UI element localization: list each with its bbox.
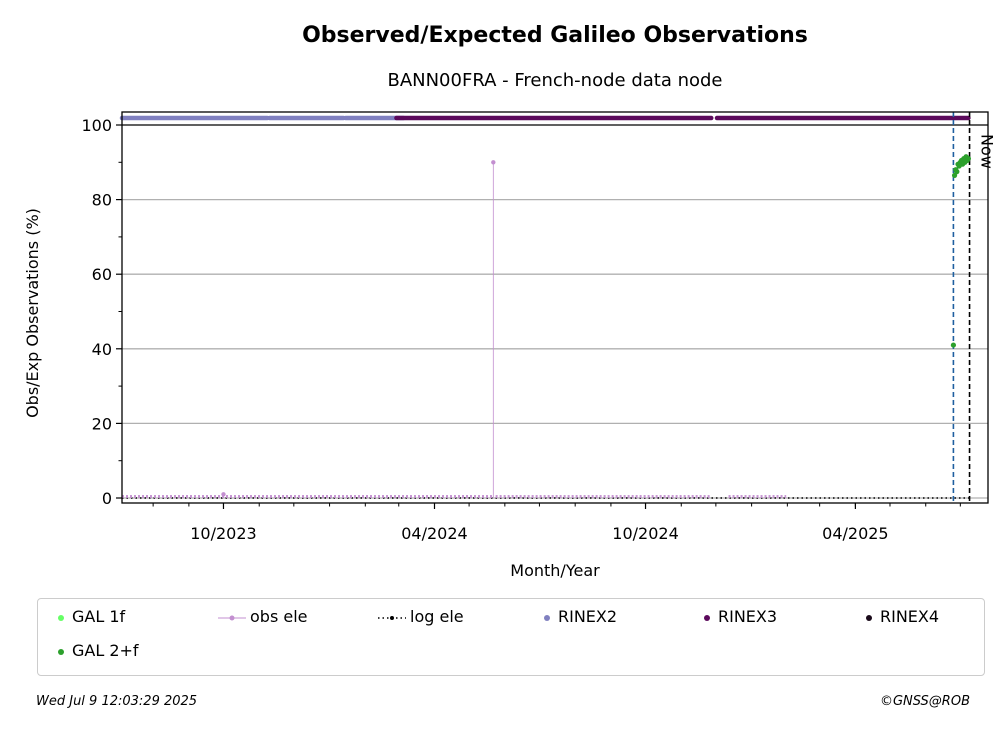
y-tick-label: 100 — [81, 116, 112, 135]
x-tick-label: 04/2025 — [822, 524, 888, 543]
legend-swatch — [218, 607, 246, 626]
y-tick-label: 20 — [92, 414, 112, 433]
legend-item-rinex4: RINEX4 — [862, 607, 939, 626]
legend-swatch — [54, 607, 68, 626]
y-axis-label: Obs/Exp Observations (%) — [23, 208, 42, 418]
legend: GAL 1f obs ele log ele RINEX2 RINEX3 RINEX4 GA… — [37, 598, 985, 676]
legend-label: log ele — [410, 607, 464, 626]
legend-label: GAL 1f — [72, 607, 126, 626]
legend-item-gal-2-f: GAL 2+f — [54, 641, 139, 660]
legend-label: RINEX3 — [718, 607, 778, 626]
chart-canvas: Observed/Expected Galileo Observations B… — [23, 23, 997, 580]
obs-ele-point — [491, 160, 496, 165]
chart-title: Observed/Expected Galileo Observations — [302, 23, 808, 48]
legend-item-obs-ele: obs ele — [218, 607, 308, 626]
footer-timestamp: Wed Jul 9 12:03:29 2025 — [36, 694, 198, 709]
gal-2f-point — [951, 172, 958, 178]
gal-2f-point — [954, 169, 960, 175]
legend-swatch — [378, 607, 406, 626]
chart-subtitle: BANN00FRA - French-node data node — [387, 70, 722, 91]
legend-label: RINEX4 — [880, 607, 940, 626]
footer-credit: ©GNSS@ROB — [879, 694, 970, 709]
now-label: Now — [978, 134, 997, 169]
x-axis-label: Month/Year — [510, 561, 600, 580]
legend-item-log-ele: log ele — [378, 607, 464, 626]
legend-item-rinex2: RINEX2 — [540, 607, 617, 626]
x-tick-label: 10/2023 — [190, 524, 256, 543]
legend-swatch — [540, 607, 554, 626]
legend-item-gal-1f: GAL 1f — [54, 607, 125, 626]
legend-swatch — [54, 641, 68, 660]
gal-2f-point — [950, 342, 957, 348]
y-tick-label: 60 — [92, 265, 112, 284]
obs-ele-point — [221, 492, 226, 497]
plot-frame — [121, 111, 989, 504]
legend-swatch — [862, 607, 876, 626]
x-tick-label: 04/2024 — [401, 524, 467, 543]
x-tick-label: 10/2024 — [612, 524, 678, 543]
legend-item-rinex3: RINEX3 — [700, 607, 777, 626]
y-tick-label: 40 — [92, 340, 112, 359]
y-tick-label: 0 — [102, 489, 112, 508]
legend-label: GAL 2+f — [72, 641, 139, 660]
legend-label: obs ele — [250, 607, 308, 626]
plot-background — [122, 112, 988, 503]
plot-area: 0 20 40 60 80 100 10/2023 04/2024 10/2024 04/2025… — [81, 111, 997, 543]
gal-2f-point — [965, 155, 971, 162]
legend-swatch — [700, 607, 714, 626]
y-tick-label: 80 — [92, 191, 112, 210]
legend-label: RINEX2 — [558, 607, 618, 626]
